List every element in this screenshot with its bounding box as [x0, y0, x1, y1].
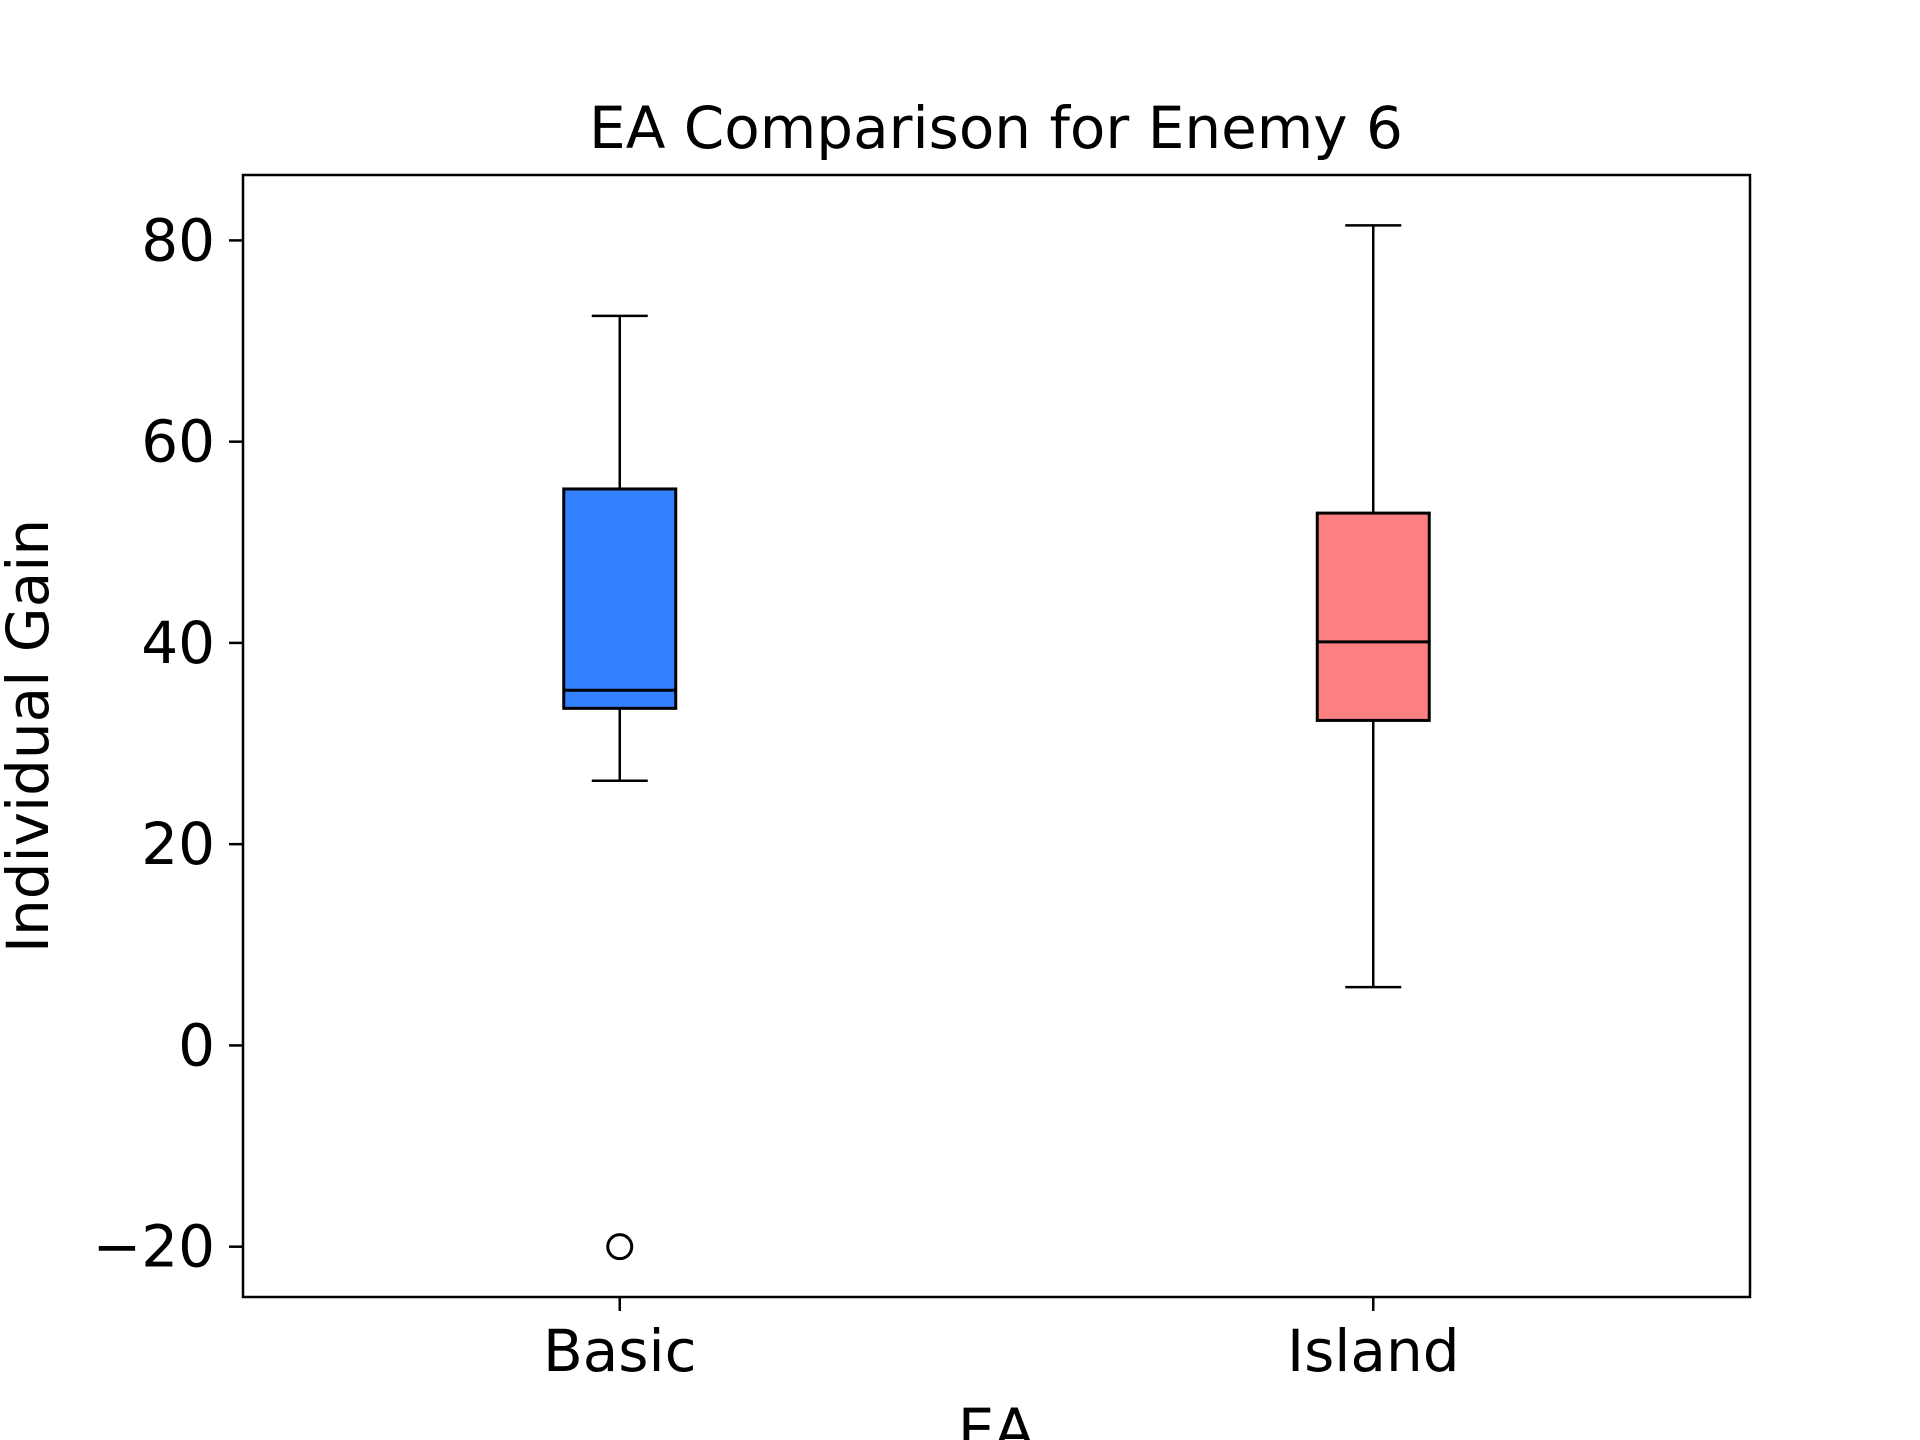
plot-area [229, 224, 1431, 1311]
y-tick-label: 60 [141, 408, 215, 476]
chart-title: EA Comparison for Enemy 6 [589, 94, 1403, 162]
x-tick-label: Basic [543, 1317, 697, 1385]
outlier-point [606, 1233, 634, 1261]
y-tick-label: 80 [141, 206, 215, 274]
y-tick-label: −20 [93, 1213, 215, 1281]
box-basic [562, 487, 678, 710]
y-tick-label: 0 [178, 1011, 215, 1079]
box-island [1315, 511, 1431, 722]
y-tick-label: 20 [141, 810, 215, 878]
y-tick-label: 40 [141, 609, 215, 677]
x-axis-label: EA [958, 1396, 1035, 1440]
x-tick-label: Island [1287, 1317, 1460, 1385]
plot-frame [241, 173, 1752, 1299]
y-axis-label: Individual Gain [0, 519, 62, 953]
